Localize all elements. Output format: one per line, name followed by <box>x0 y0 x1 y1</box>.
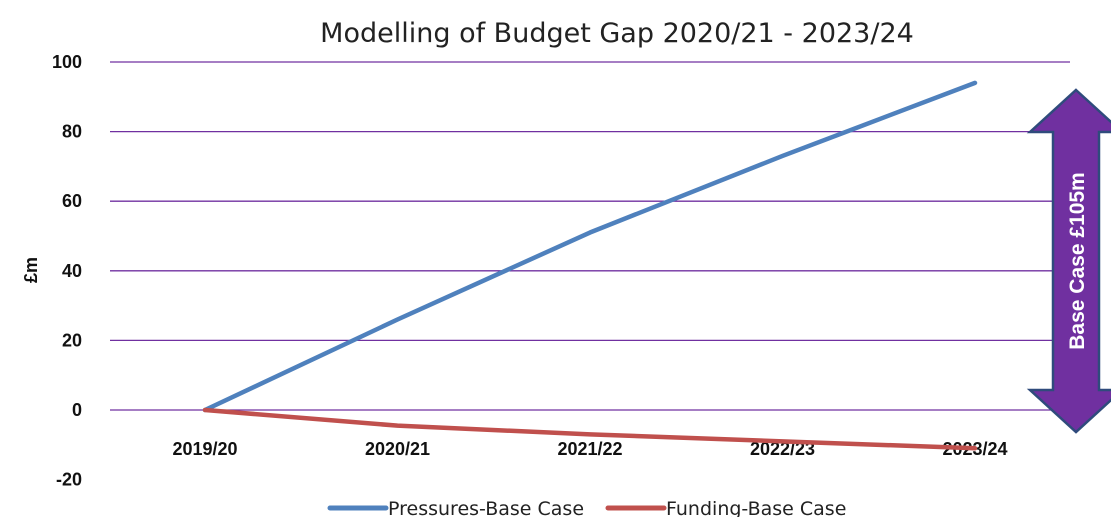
y-tick-label: 80 <box>62 122 82 142</box>
y-tick-label: 100 <box>52 52 82 72</box>
y-axis-ticks: -20 0 20 40 60 80 100 <box>52 52 82 490</box>
legend-label-1: Pressures-Base Case <box>388 498 584 517</box>
double-arrow-shape <box>1026 88 1111 434</box>
y-tick-label: 0 <box>72 400 82 420</box>
series-line-2 <box>202 407 978 451</box>
series-line-1 <box>202 80 978 413</box>
x-tick-label: 2019/20 <box>172 439 237 459</box>
gridlines <box>110 61 1070 411</box>
legend-label-2: Funding-Base Case <box>666 498 846 517</box>
y-tick-label: -20 <box>56 470 82 490</box>
x-tick-label: 2020/21 <box>365 439 430 459</box>
y-tick-label: 60 <box>62 191 82 211</box>
series-lines <box>202 80 978 451</box>
x-tick-label: 2021/22 <box>557 439 622 459</box>
chart-title: Modelling of Budget Gap 2020/21 - 2023/2… <box>320 18 914 49</box>
x-axis-ticks: 2019/20 2020/21 2021/22 2022/23 2023/24 <box>172 439 1007 459</box>
y-tick-label: 20 <box>62 330 82 350</box>
legend: Pressures-Base Case Funding-Base Case <box>327 498 846 517</box>
y-tick-label: 40 <box>62 261 82 281</box>
base-case-label: Base Case £105m <box>1066 172 1089 349</box>
y-axis-label: £m <box>21 257 41 283</box>
base-case-arrow: Base Case £105m <box>1026 88 1111 434</box>
